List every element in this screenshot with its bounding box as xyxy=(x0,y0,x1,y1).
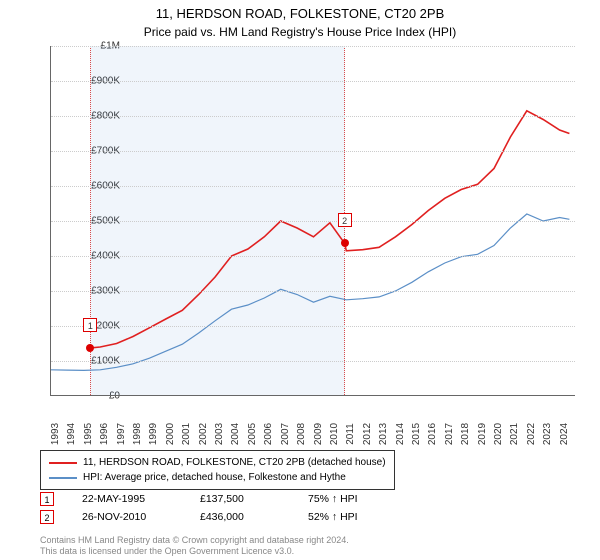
x-tick-label: 2020 xyxy=(493,423,504,445)
sale-price: £137,500 xyxy=(200,493,280,505)
x-tick-label: 2013 xyxy=(378,423,389,445)
x-tick-label: 1994 xyxy=(66,423,77,445)
sale-delta: 52% ↑ HPI xyxy=(308,511,358,523)
sale-delta: 75% ↑ HPI xyxy=(308,493,358,505)
x-tick-label: 2021 xyxy=(509,423,520,445)
x-tick-label: 2022 xyxy=(526,423,537,445)
x-tick-label: 2023 xyxy=(542,423,553,445)
marker-box: 2 xyxy=(338,213,352,227)
x-tick-label: 2005 xyxy=(247,423,258,445)
x-tick-label: 2003 xyxy=(214,423,225,445)
sale-marker: 2 xyxy=(40,510,54,524)
x-tick-label: 1995 xyxy=(83,423,94,445)
x-tick-label: 2000 xyxy=(165,423,176,445)
sale-date: 22-MAY-1995 xyxy=(82,493,172,505)
chart-container: 11, HERDSON ROAD, FOLKESTONE, CT20 2PB P… xyxy=(0,0,600,560)
x-tick-label: 1996 xyxy=(99,423,110,445)
x-tick-label: 2016 xyxy=(427,423,438,445)
x-tick-label: 2024 xyxy=(559,423,570,445)
footer-attribution: Contains HM Land Registry data © Crown c… xyxy=(40,535,349,557)
sales-list: 1 22-MAY-1995 £137,500 75% ↑ HPI 2 26-NOV-201… xyxy=(40,492,358,528)
legend-swatch xyxy=(49,477,77,479)
x-tick-label: 2015 xyxy=(411,423,422,445)
x-tick-label: 2007 xyxy=(280,423,291,445)
plot-area: 12 xyxy=(50,46,575,396)
x-tick-label: 2014 xyxy=(395,423,406,445)
footer-line: This data is licensed under the Open Gov… xyxy=(40,546,349,557)
x-tick-label: 2006 xyxy=(263,423,274,445)
x-tick-label: 1999 xyxy=(148,423,159,445)
x-tick-label: 2011 xyxy=(345,423,356,445)
x-tick-label: 2009 xyxy=(313,423,324,445)
marker-box: 1 xyxy=(83,318,97,332)
x-tick-label: 2010 xyxy=(329,423,340,445)
x-tick-label: 2004 xyxy=(230,423,241,445)
chart-title: 11, HERDSON ROAD, FOLKESTONE, CT20 2PB xyxy=(0,0,600,23)
legend-label: HPI: Average price, detached house, Folk… xyxy=(83,470,346,485)
marker-dot xyxy=(341,239,349,247)
legend-item: 11, HERDSON ROAD, FOLKESTONE, CT20 2PB (… xyxy=(49,455,386,470)
x-axis-labels: 1993 1994 1995 1996 1997 1998 1999 2000 2001 2002… xyxy=(50,398,575,448)
footer-line: Contains HM Land Registry data © Crown c… xyxy=(40,535,349,546)
x-tick-label: 2001 xyxy=(181,423,192,445)
x-tick-label: 1993 xyxy=(50,423,61,445)
x-tick-label: 2018 xyxy=(460,423,471,445)
legend-swatch xyxy=(49,462,77,464)
legend-box: 11, HERDSON ROAD, FOLKESTONE, CT20 2PB (… xyxy=(40,450,395,490)
legend-item: HPI: Average price, detached house, Folk… xyxy=(49,470,386,485)
x-tick-label: 2017 xyxy=(444,423,455,445)
marker-dot xyxy=(86,344,94,352)
chart-subtitle: Price paid vs. HM Land Registry's House … xyxy=(0,23,600,39)
sale-date: 26-NOV-2010 xyxy=(82,511,172,523)
sale-price: £436,000 xyxy=(200,511,280,523)
x-tick-label: 2008 xyxy=(296,423,307,445)
x-tick-label: 2002 xyxy=(198,423,209,445)
sale-row: 1 22-MAY-1995 £137,500 75% ↑ HPI xyxy=(40,492,358,506)
x-tick-label: 2019 xyxy=(477,423,488,445)
series-red xyxy=(90,111,569,348)
series-blue xyxy=(51,214,569,370)
sale-row: 2 26-NOV-2010 £436,000 52% ↑ HPI xyxy=(40,510,358,524)
sale-marker: 1 xyxy=(40,492,54,506)
x-tick-label: 1998 xyxy=(132,423,143,445)
x-tick-label: 1997 xyxy=(116,423,127,445)
x-tick-label: 2012 xyxy=(362,423,373,445)
legend-label: 11, HERDSON ROAD, FOLKESTONE, CT20 2PB (… xyxy=(83,455,386,470)
